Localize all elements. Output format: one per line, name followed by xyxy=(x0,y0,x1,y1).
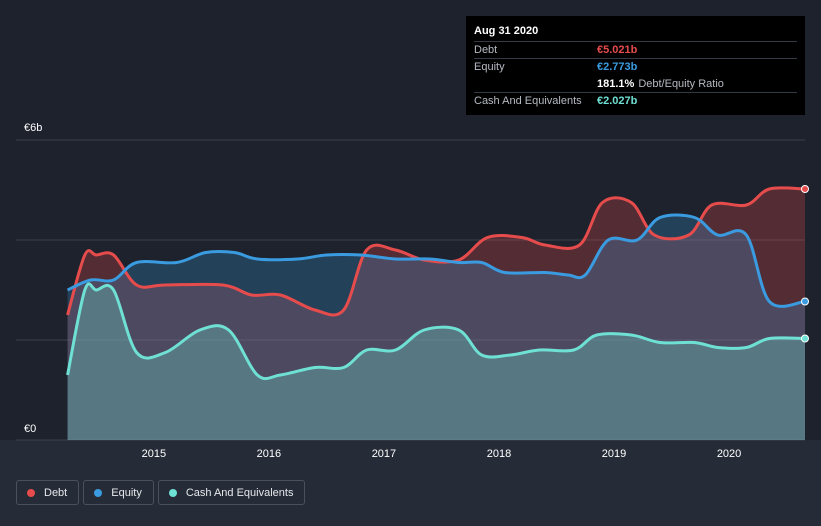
tooltip-label: Debt xyxy=(474,44,498,56)
series-line-equity xyxy=(66,213,806,308)
series-end-marker xyxy=(801,334,809,343)
tooltip-value: 181.1% xyxy=(597,78,635,90)
x-tick-label: 2015 xyxy=(142,448,166,460)
series-line-cash-and-equivalents xyxy=(66,282,806,381)
x-tick-label: 2017 xyxy=(372,448,396,460)
x-tick-label: 2020 xyxy=(717,448,741,460)
series-end-marker xyxy=(801,297,809,306)
tooltip-value: €5.021b xyxy=(597,44,638,56)
legend-item-cash[interactable]: Cash And Equivalents xyxy=(157,480,306,505)
tooltip-unit: Debt/Equity Ratio xyxy=(638,78,724,90)
x-tick-label: 2018 xyxy=(487,448,511,460)
y-axis-labels: €6b €0 xyxy=(24,122,42,435)
tooltip-panel: Aug 31 2020 Debt €5.021b Equity €2.773b … xyxy=(466,16,805,115)
tooltip-label: Cash And Equivalents xyxy=(474,95,582,107)
series-lines xyxy=(66,186,806,381)
tooltip-date: Aug 31 2020 xyxy=(474,25,539,37)
tooltip-row-ratio: 181.1% Debt/Equity Ratio xyxy=(474,75,797,92)
x-axis-labels: 2015 2016 2017 2018 2019 2020 xyxy=(142,448,742,460)
legend-label: Cash And Equivalents xyxy=(185,486,294,499)
y-tick-label-top: €6b xyxy=(24,122,42,134)
x-tick-label: 2016 xyxy=(257,448,281,460)
tooltip-value: €2.773b xyxy=(597,61,638,73)
series-area-cash-and-equivalents xyxy=(67,283,806,440)
legend-item-equity[interactable]: Equity xyxy=(83,480,154,505)
legend: Debt Equity Cash And Equivalents xyxy=(16,480,309,507)
series-end-markers xyxy=(801,185,809,343)
tooltip-label xyxy=(474,76,597,92)
tooltip-row-debt: Debt €5.021b xyxy=(474,41,797,58)
legend-dot-icon xyxy=(168,488,177,497)
series-end-marker xyxy=(801,185,809,193)
y-tick-label-bottom: €0 xyxy=(24,423,36,435)
tooltip-value: €2.027b xyxy=(597,95,638,107)
series-area-debt xyxy=(67,187,806,440)
legend-dot-icon xyxy=(27,488,35,497)
x-tick-label: 2019 xyxy=(602,448,626,460)
tooltip-row-equity: Equity €2.773b xyxy=(474,58,797,75)
legend-label: Debt xyxy=(44,486,68,499)
tooltip-label: Equity xyxy=(474,61,505,73)
legend-label: Equity xyxy=(111,486,142,499)
tooltip-row-cash: Cash And Equivalents €2.027b xyxy=(474,92,797,109)
legend-item-debt[interactable]: Debt xyxy=(16,480,80,505)
legend-dot-icon xyxy=(94,488,103,497)
